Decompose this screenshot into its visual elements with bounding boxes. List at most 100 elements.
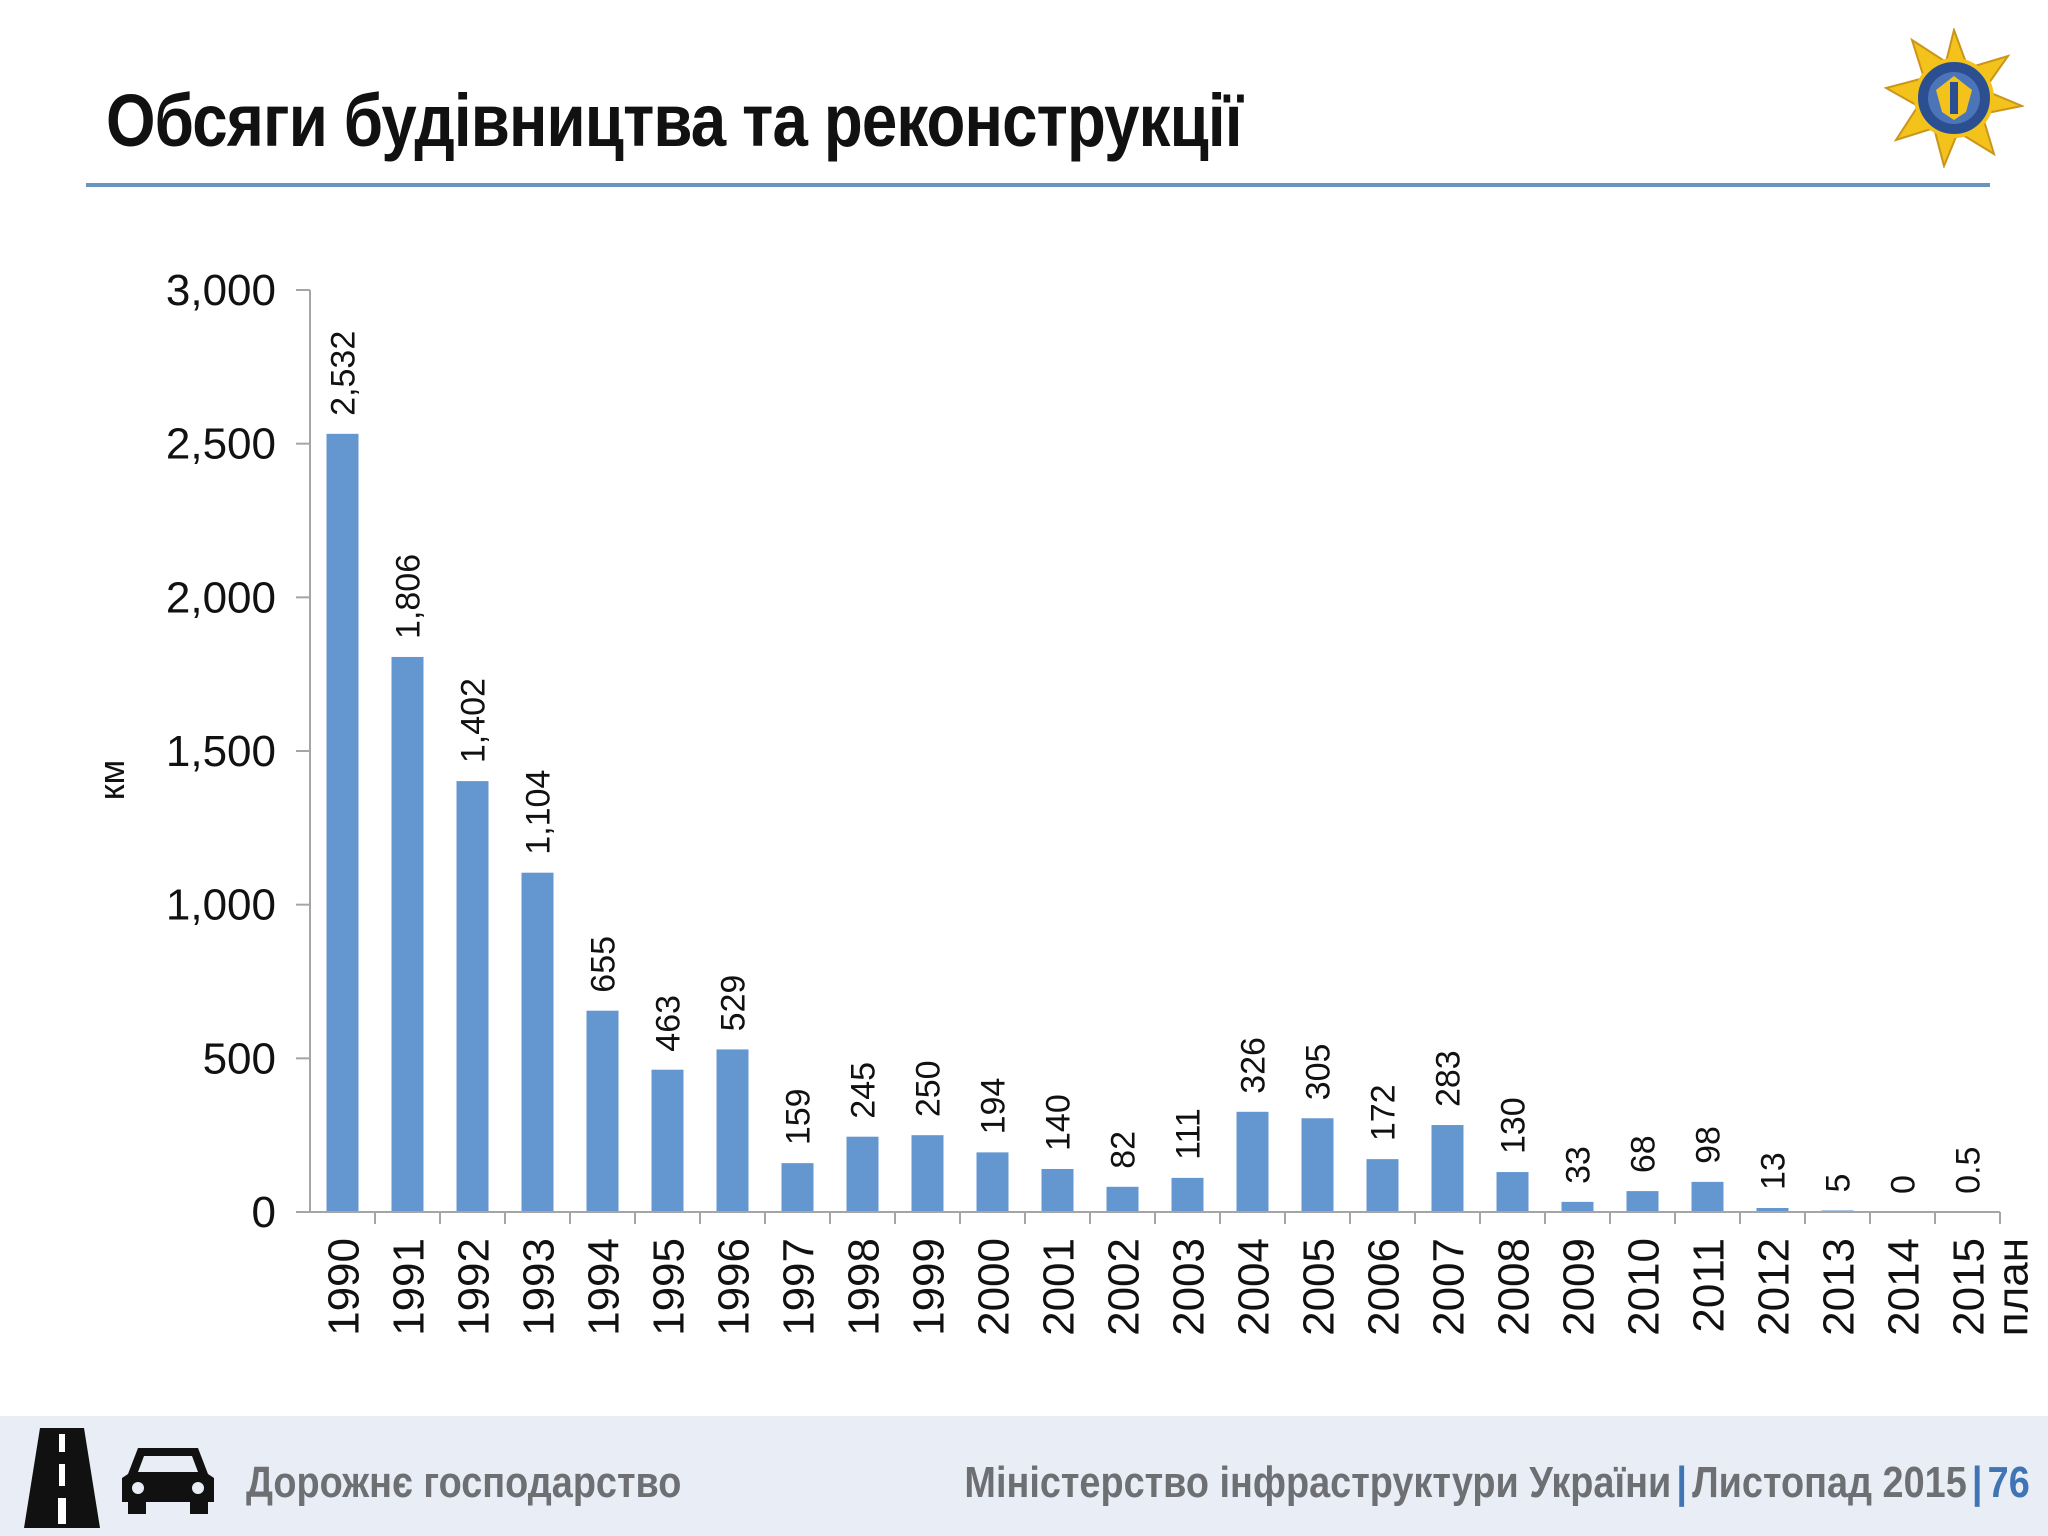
x-tick-label: 2010 — [1620, 1238, 1669, 1336]
x-tick-label: 2003 — [1165, 1238, 1214, 1336]
bar — [846, 1136, 879, 1212]
data-label: 5 — [1820, 1174, 1858, 1193]
data-label: 33 — [1560, 1146, 1598, 1184]
footer-info: Міністерство інфраструктури України | Лист… — [965, 1458, 2030, 1508]
x-tick-label: 2012 — [1750, 1238, 1799, 1336]
y-tick-label: 0 — [252, 1188, 276, 1237]
bar — [1626, 1191, 1659, 1212]
x-tick-label: 2004 — [1230, 1238, 1279, 1336]
bar — [391, 656, 424, 1212]
bars: 2,532 1,806 1,402 1,104 655 463 529 159 245 250 19… — [325, 331, 1988, 1212]
x-tick-label: 2005 — [1295, 1238, 1344, 1336]
data-label: 305 — [1300, 1044, 1338, 1101]
y-tick-label: 1,500 — [166, 727, 276, 776]
footer-separator: | — [1676, 1458, 1688, 1507]
x-tick-label: 1995 — [645, 1238, 694, 1336]
data-label: 13 — [1755, 1152, 1793, 1190]
data-label: 1,104 — [520, 770, 558, 855]
y-tick-label: 1,000 — [166, 881, 276, 930]
y-tick-label: 2,000 — [166, 573, 276, 622]
bar-chart: 0 500 1,000 1,500 2,000 2,500 3,000 2,532 1,806… — [91, 266, 2038, 1336]
x-tick-label: 2011 — [1685, 1238, 1734, 1333]
page-title: Обсяги будівництва та реконструкції — [106, 79, 1243, 162]
bar — [1236, 1111, 1269, 1212]
y-tick-label: 3,000 — [166, 266, 276, 315]
road-icon — [24, 1428, 100, 1528]
data-label: 0.5 — [1950, 1147, 1988, 1194]
data-label: 245 — [845, 1062, 883, 1119]
footer-ministry: Міністерство інфраструктури України — [964, 1458, 1672, 1507]
x-tick-label: 2014 — [1880, 1238, 1929, 1336]
data-label: 140 — [1040, 1094, 1078, 1151]
data-label: 98 — [1690, 1126, 1728, 1164]
data-label: 1,806 — [390, 554, 428, 639]
footer-bar — [0, 1416, 2048, 1536]
x-tick-label: 1990 — [320, 1238, 369, 1336]
data-label: 1,402 — [455, 678, 493, 763]
bar — [1431, 1125, 1464, 1212]
x-tick-label: 2008 — [1490, 1238, 1539, 1336]
footer-date: Листопад 2015 — [1692, 1458, 1967, 1507]
bar — [1496, 1172, 1529, 1212]
data-label: 68 — [1625, 1135, 1663, 1173]
data-label: 326 — [1235, 1037, 1273, 1094]
x-tick-label: 1992 — [450, 1238, 499, 1336]
x-tick-label: 2007 — [1425, 1238, 1474, 1336]
data-label: 0 — [1885, 1175, 1923, 1194]
data-label: 2,532 — [325, 331, 363, 416]
bar — [1171, 1177, 1204, 1212]
data-label: 250 — [910, 1060, 948, 1117]
y-axis: 0 500 1,000 1,500 2,000 2,500 3,000 — [166, 266, 311, 1237]
data-label: 655 — [585, 936, 623, 993]
x-tick-label: 1998 — [840, 1238, 889, 1336]
data-label: 529 — [715, 975, 753, 1032]
x-tick-label: 2009 — [1555, 1238, 1604, 1336]
page-number: 76 — [1987, 1458, 2030, 1507]
bar — [1366, 1159, 1399, 1212]
bar — [326, 433, 359, 1212]
data-label: 82 — [1105, 1131, 1143, 1169]
bar — [781, 1163, 814, 1212]
data-label: 111 — [1170, 1108, 1208, 1160]
bar — [1756, 1208, 1789, 1212]
x-tick-label: 2002 — [1100, 1238, 1149, 1336]
data-label: 172 — [1365, 1084, 1403, 1141]
bar — [1106, 1186, 1139, 1212]
ministry-emblem-icon — [1884, 28, 2024, 168]
x-tick-label: 1997 — [775, 1238, 824, 1336]
bar — [911, 1135, 944, 1212]
data-label: 194 — [975, 1078, 1013, 1135]
title-divider — [86, 183, 1990, 187]
x-tick-label: 1993 — [515, 1238, 564, 1336]
car-icon — [122, 1448, 214, 1514]
data-label: 130 — [1495, 1097, 1533, 1154]
bar — [456, 781, 489, 1212]
bar — [1041, 1168, 1074, 1212]
x-axis: 1990 1991 1992 1993 1994 1995 1996 1997 1998 1999… — [310, 1211, 2038, 1336]
x-tick-label: 2001 — [1035, 1238, 1084, 1336]
bar — [586, 1010, 619, 1212]
x-tick-label: 1996 — [710, 1238, 759, 1336]
bar — [716, 1049, 749, 1212]
x-tick-label: 2013 — [1815, 1238, 1864, 1336]
y-tick-label: 2,500 — [166, 420, 276, 469]
data-label: 283 — [1430, 1050, 1468, 1107]
x-tick-label: 2006 — [1360, 1238, 1409, 1336]
footer-section-name: Дорожнє господарство — [246, 1458, 682, 1507]
bar — [651, 1069, 684, 1212]
x-tick-label: 2000 — [970, 1238, 1019, 1336]
bar — [1691, 1181, 1724, 1212]
data-label: 463 — [650, 995, 688, 1052]
x-tick-label: 2015план — [1945, 1238, 2038, 1336]
x-tick-label: 1994 — [580, 1238, 629, 1336]
x-tick-label: 1991 — [385, 1238, 434, 1336]
bar — [521, 872, 554, 1212]
bar — [1561, 1201, 1594, 1212]
x-tick-label: 1999 — [905, 1238, 954, 1336]
bar — [976, 1152, 1009, 1212]
y-tick-label: 500 — [203, 1034, 276, 1083]
footer-separator: | — [1972, 1458, 1983, 1507]
bar — [1301, 1118, 1334, 1212]
y-axis-label: км — [91, 760, 132, 801]
data-label: 159 — [780, 1088, 818, 1145]
